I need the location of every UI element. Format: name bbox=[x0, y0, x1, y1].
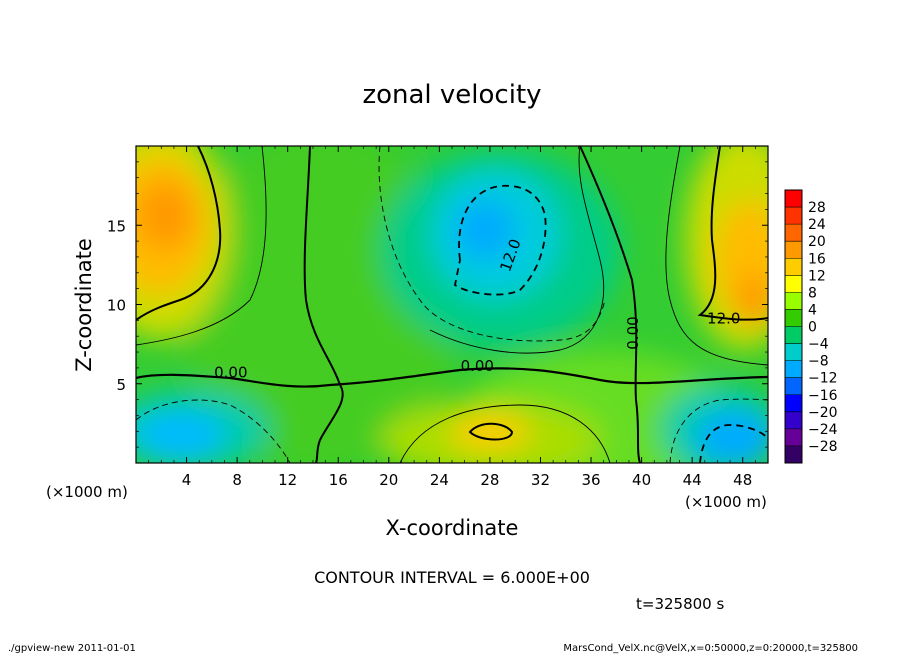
colorbar-swatch bbox=[785, 258, 802, 276]
contour-thin-1 bbox=[136, 146, 267, 346]
colorbar-label: 16 bbox=[808, 251, 826, 267]
y-tick-label: 10 bbox=[107, 297, 126, 315]
colorbar-label: −4 bbox=[808, 337, 829, 353]
x-axis-ticks: 4 8 12 16 20 24 28 32 36 40 44 48 bbox=[148, 146, 756, 489]
contour-label: 12.0 bbox=[707, 310, 740, 328]
colorbar-swatch bbox=[785, 360, 802, 379]
colorbar-label: 8 bbox=[808, 285, 817, 301]
contour-dashed-center bbox=[453, 184, 547, 296]
x-tick-label: 4 bbox=[182, 471, 192, 489]
colorbar-swatch bbox=[785, 241, 802, 259]
colorbar-label: −24 bbox=[808, 422, 838, 438]
x-tick-label: 20 bbox=[379, 471, 398, 489]
contour-dashed-center-outer bbox=[378, 146, 606, 342]
contour-dashed-bottom-right bbox=[699, 424, 768, 463]
x-tick-label: 28 bbox=[480, 471, 499, 489]
colorbar-label: 0 bbox=[808, 320, 817, 336]
time-text: t=325800 s bbox=[636, 595, 724, 613]
colorbar-swatch bbox=[785, 275, 802, 293]
contour-zero-horizontal bbox=[136, 367, 768, 388]
y-tick-label: 15 bbox=[107, 217, 126, 235]
x-tick-label: 44 bbox=[683, 471, 702, 489]
colorbar-swatch bbox=[785, 326, 802, 345]
contour-12-upper-left bbox=[136, 146, 222, 321]
contour-label: 0.00 bbox=[214, 363, 247, 381]
colorbar-label: 28 bbox=[808, 200, 826, 216]
colorbar-swatch bbox=[785, 207, 802, 225]
colorbar-swatch bbox=[785, 224, 802, 242]
y-tick-label: 5 bbox=[116, 376, 126, 394]
colorbar-label: 20 bbox=[808, 234, 826, 250]
colorbar-swatch bbox=[785, 292, 802, 310]
colorbar-label: 4 bbox=[808, 302, 817, 318]
y-axis-label: Z-coordinate bbox=[72, 238, 96, 372]
x-tick-label: 32 bbox=[531, 471, 550, 489]
colorbar-label: −12 bbox=[808, 371, 838, 387]
contour-label: 0.00 bbox=[461, 357, 494, 375]
colorbar-swatch bbox=[785, 445, 802, 464]
colorbar-swatch bbox=[785, 394, 802, 413]
footer-right: MarsCond_VelX.nc@VelX,x=0:50000,z=0:2000… bbox=[563, 643, 858, 654]
contour-label: 0.00 bbox=[624, 316, 642, 349]
contour-12-bottom-yellow bbox=[468, 422, 514, 441]
contour-zero-left-vertical bbox=[303, 146, 344, 463]
x-tick-label: 48 bbox=[733, 471, 752, 489]
x-unit-label: (×1000 m) bbox=[46, 483, 128, 501]
contour-thin-2 bbox=[665, 146, 768, 366]
colorbar-swatch bbox=[785, 309, 802, 327]
x-tick-label: 16 bbox=[329, 471, 348, 489]
contour-thin-3 bbox=[399, 404, 611, 463]
colorbar-label: −28 bbox=[808, 439, 838, 455]
colorbar-swatch bbox=[785, 411, 802, 430]
colorbar-label: 12 bbox=[808, 268, 826, 284]
x-unit-label-right: (×1000 m) bbox=[685, 493, 767, 511]
x-tick-label: 24 bbox=[430, 471, 449, 489]
colorbar-swatch bbox=[785, 428, 802, 447]
x-axis-label: X-coordinate bbox=[386, 516, 519, 540]
x-tick-label: 36 bbox=[581, 471, 600, 489]
x-tick-label: 12 bbox=[278, 471, 297, 489]
contour-12-upper-right bbox=[697, 146, 768, 321]
footer-left: ./gpview-new 2011-01-01 bbox=[8, 643, 136, 654]
x-tick-label: 40 bbox=[632, 471, 651, 489]
contour-zero-right-vertical bbox=[579, 146, 641, 463]
contour-interval-text: CONTOUR INTERVAL = 6.000E+00 bbox=[314, 568, 590, 587]
colorbar-label: −8 bbox=[808, 354, 829, 370]
colorbar-swatch bbox=[785, 343, 802, 362]
colorbar-label: −16 bbox=[808, 388, 838, 404]
colorbar-label: 24 bbox=[808, 217, 826, 233]
contour-thin-4 bbox=[429, 146, 605, 354]
contour-dashed-bottom-left bbox=[136, 399, 291, 463]
x-tick-label: 8 bbox=[232, 471, 242, 489]
chart-title: zonal velocity bbox=[362, 80, 541, 110]
heatmap-field bbox=[136, 146, 768, 463]
y-axis-ticks: 5 10 15 bbox=[107, 161, 768, 448]
contour-dashed-bottom-right-outer bbox=[669, 398, 768, 463]
colorbar-label: −20 bbox=[808, 405, 838, 421]
colorbar-swatch bbox=[785, 190, 802, 208]
colorbar-swatch bbox=[785, 377, 802, 396]
